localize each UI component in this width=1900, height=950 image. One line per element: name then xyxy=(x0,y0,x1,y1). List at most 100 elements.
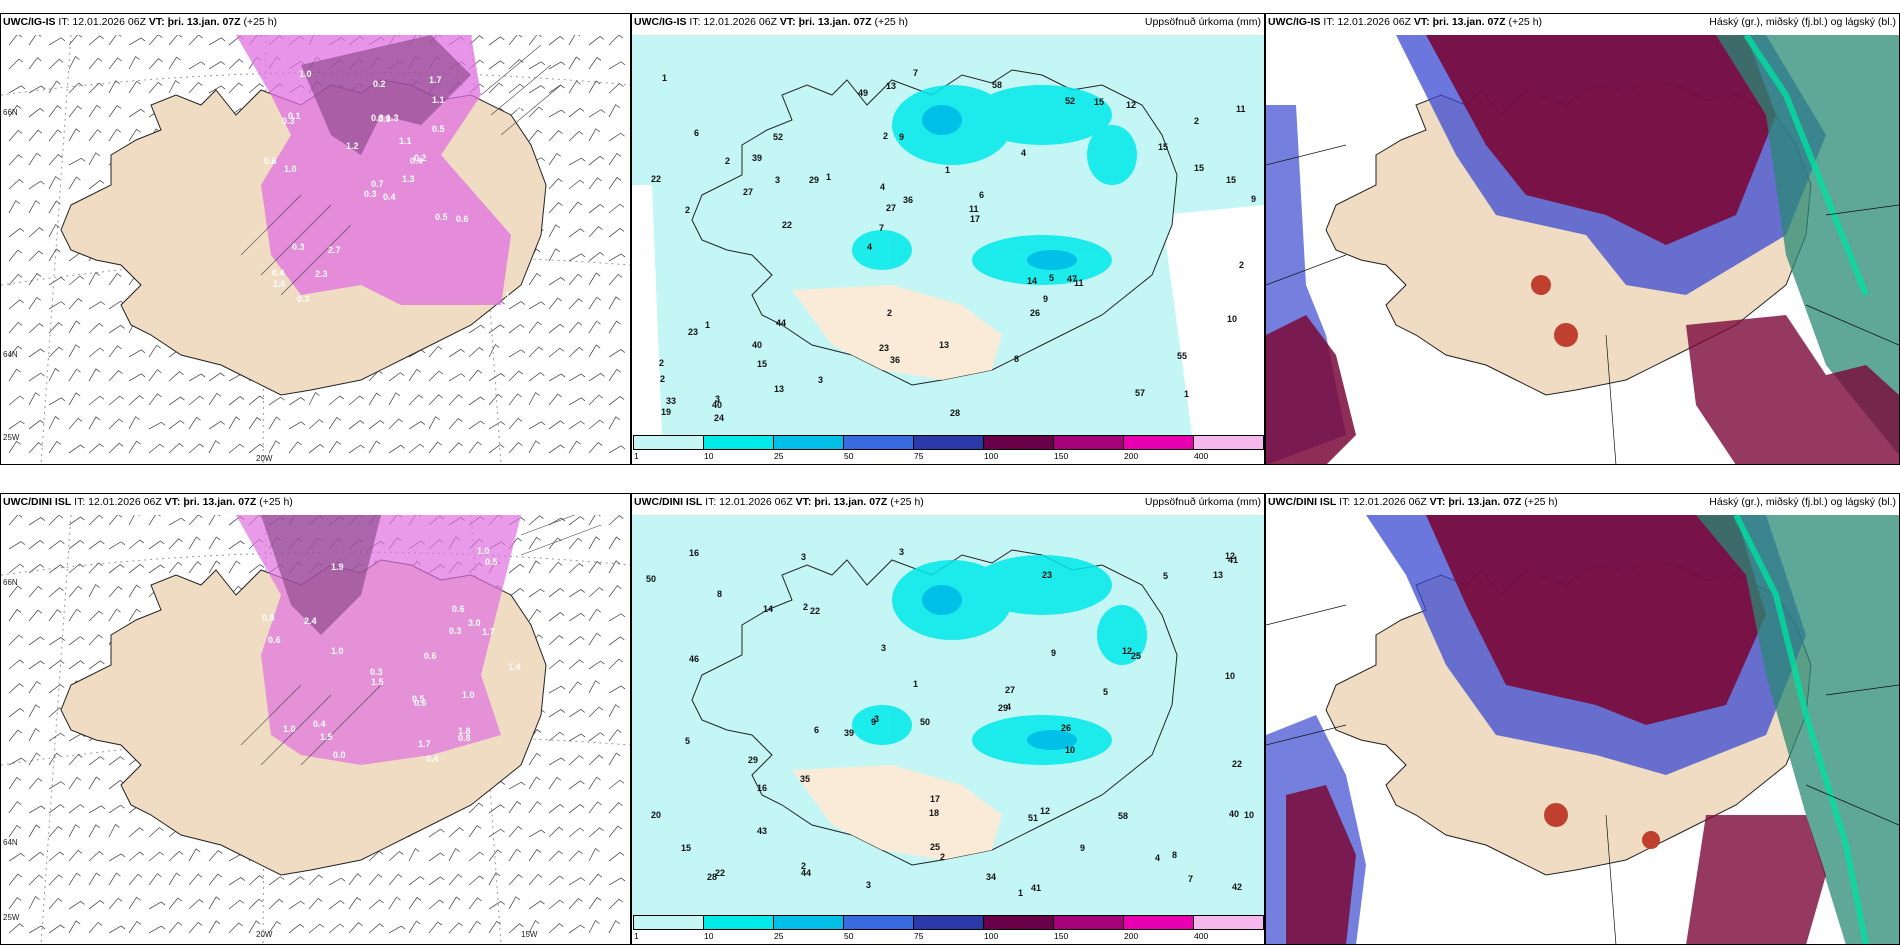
value-label: 26 xyxy=(1061,723,1071,733)
wind-barb xyxy=(368,923,384,934)
wind-barb xyxy=(428,394,443,406)
wind-barb xyxy=(488,872,501,886)
wind-barb xyxy=(408,394,424,406)
wind-barb xyxy=(528,919,540,934)
wind-barb xyxy=(28,129,43,142)
wind-barb xyxy=(608,658,624,670)
wind-barb xyxy=(608,729,622,742)
wind-barb xyxy=(88,872,101,886)
wind-barb xyxy=(168,79,180,94)
wind-barb xyxy=(568,253,586,262)
wind-barb xyxy=(88,322,104,334)
wind-barb xyxy=(468,851,485,862)
value-label: 1 xyxy=(945,165,950,175)
wind-barb xyxy=(588,776,601,790)
wind-barb xyxy=(488,444,505,454)
wind-barb xyxy=(108,370,123,382)
wind-barb xyxy=(108,442,124,454)
value-label: 0.6 xyxy=(424,651,437,661)
wind-barb xyxy=(308,923,325,934)
wind-barb xyxy=(48,301,66,310)
wind-barb xyxy=(8,897,22,910)
value-label: 12 xyxy=(1225,551,1235,561)
value-label: 14 xyxy=(763,604,773,614)
value-label: 12 xyxy=(1122,646,1132,656)
wind-barb xyxy=(268,440,281,454)
wind-barb xyxy=(208,873,223,886)
wind-barb xyxy=(188,536,201,550)
wind-barb xyxy=(468,802,484,814)
wind-barb xyxy=(608,320,621,334)
value-label: 0.3 xyxy=(371,113,384,123)
wind-barb xyxy=(188,373,206,382)
value-label: 0.6 xyxy=(452,604,465,614)
value-label: 15 xyxy=(1194,163,1204,173)
value-label: 1.3 xyxy=(386,113,399,123)
value-label: 52 xyxy=(1065,96,1075,106)
wind-barb xyxy=(608,613,626,622)
value-label: 3 xyxy=(874,714,879,724)
value-label: 25 xyxy=(1131,651,1141,661)
wind-barb xyxy=(548,685,566,694)
wind-barb xyxy=(168,538,183,550)
value-label: 15 xyxy=(757,359,767,369)
wind-barb xyxy=(608,368,621,382)
wind-barb xyxy=(568,56,581,70)
value-label: 29 xyxy=(809,175,819,185)
value-label: 5 xyxy=(685,736,690,746)
wind-barb xyxy=(8,129,23,142)
wind-barb xyxy=(48,684,65,694)
wind-barb xyxy=(588,441,603,454)
value-label: 1.0 xyxy=(284,164,297,174)
wind-barb xyxy=(228,395,245,406)
wind-barb xyxy=(48,153,63,166)
wind-barb xyxy=(108,418,124,430)
wind-barb xyxy=(608,802,623,814)
value-label: 2.4 xyxy=(304,616,317,626)
wind-barb xyxy=(368,419,385,430)
lat-label: 66N xyxy=(3,108,18,117)
value-label: 40 xyxy=(1229,809,1239,819)
wind-barb xyxy=(48,804,65,814)
wind-barb xyxy=(148,369,162,382)
wind-barb xyxy=(388,418,403,430)
wind-barb xyxy=(28,272,42,286)
wind-barb xyxy=(328,877,346,886)
wind-barb xyxy=(508,825,523,838)
value-label: 20 xyxy=(651,810,661,820)
wind-barb xyxy=(88,395,105,406)
wind-barb xyxy=(68,753,83,766)
wind-barb xyxy=(228,899,245,910)
wind-barb xyxy=(588,632,601,646)
value-label: 6 xyxy=(694,128,699,138)
value-label: 22 xyxy=(715,868,725,878)
wind-barb xyxy=(48,415,60,430)
value-label: 1.0 xyxy=(462,690,475,700)
value-label: 0.3 xyxy=(364,189,377,199)
wind-barb xyxy=(28,680,42,694)
wind-barb xyxy=(368,392,381,406)
value-label: 3 xyxy=(866,880,871,890)
wind-barb xyxy=(268,416,281,430)
wind-barb xyxy=(548,202,563,214)
wind-barb xyxy=(468,441,482,454)
wind-barb xyxy=(588,827,604,838)
wind-barb xyxy=(608,203,625,214)
wind-barb xyxy=(28,563,45,574)
value-label: 6 xyxy=(979,190,984,200)
wind-barb xyxy=(568,827,585,838)
wind-barb xyxy=(48,874,63,886)
wind-barb xyxy=(28,442,43,454)
wind-barb xyxy=(548,61,566,70)
wind-barb xyxy=(48,564,65,574)
wind-barb xyxy=(488,60,505,70)
value-label: 1.0 xyxy=(299,69,312,79)
value-label: 49 xyxy=(858,88,868,98)
precip-map: 1224432111215961161391415723275252445755… xyxy=(632,35,1264,435)
value-label: 0.2 xyxy=(414,153,427,163)
value-label: 4 xyxy=(1006,702,1011,712)
wind-barb xyxy=(548,393,563,406)
value-label: 4 xyxy=(867,242,872,252)
wind-barb xyxy=(508,83,525,94)
legend-swatch xyxy=(703,435,774,450)
